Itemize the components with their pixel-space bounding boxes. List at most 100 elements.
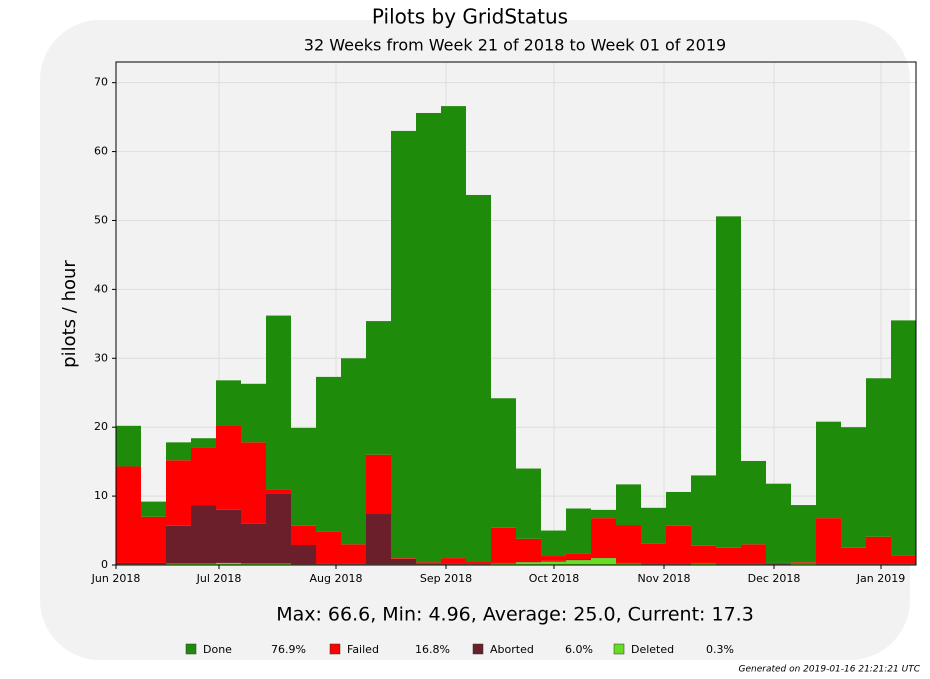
y-tick-label: 20 bbox=[94, 420, 108, 433]
bar-segment bbox=[641, 543, 666, 564]
bar-segment bbox=[116, 425, 141, 467]
bar-segment bbox=[341, 358, 366, 545]
bar-segment bbox=[141, 516, 166, 563]
y-tick-label: 30 bbox=[94, 351, 108, 364]
bar-segment bbox=[866, 378, 891, 537]
bar-segment bbox=[266, 489, 291, 494]
bar-segment bbox=[841, 563, 866, 565]
bar-segment bbox=[366, 514, 391, 565]
legend-share: 16.8% bbox=[415, 643, 450, 656]
bar-segment bbox=[166, 563, 191, 565]
bar-segment bbox=[716, 563, 741, 565]
bar-segment bbox=[766, 483, 791, 563]
x-tick-label: Jan 2019 bbox=[856, 572, 905, 585]
bar-segment bbox=[541, 556, 566, 561]
legend-swatch bbox=[472, 643, 484, 655]
bar-segment bbox=[241, 523, 266, 564]
bar-segment bbox=[616, 563, 641, 565]
bar-segment bbox=[441, 106, 466, 559]
bar-segment bbox=[591, 518, 616, 558]
bar-segment bbox=[566, 559, 591, 561]
bar-segment bbox=[516, 468, 541, 539]
bar-segment bbox=[466, 561, 491, 564]
bar-segment bbox=[266, 315, 291, 490]
bar-segment bbox=[191, 438, 216, 448]
bar-segment bbox=[241, 563, 266, 565]
bar-segment bbox=[316, 376, 341, 532]
bar-segment bbox=[466, 194, 491, 562]
x-tick-label: Jul 2018 bbox=[196, 572, 242, 585]
y-axis-label: pilots / hour bbox=[59, 260, 80, 368]
bar-segment bbox=[691, 475, 716, 546]
bar-segment bbox=[541, 530, 566, 557]
bar-segment bbox=[891, 563, 916, 565]
bar-segment bbox=[366, 321, 391, 455]
bar-segment bbox=[391, 558, 416, 559]
bar-segment bbox=[891, 555, 916, 564]
bar-segment bbox=[766, 562, 791, 564]
bar-segment bbox=[166, 460, 191, 526]
bar-segment bbox=[166, 525, 191, 564]
bar-segment bbox=[691, 562, 716, 564]
bar-segment bbox=[616, 525, 641, 563]
bar-segment bbox=[566, 560, 591, 565]
x-tick-label: Aug 2018 bbox=[310, 572, 363, 585]
bar-segment bbox=[266, 563, 291, 565]
chart-subtitle: 32 Weeks from Week 21 of 2018 to Week 01… bbox=[304, 36, 726, 55]
x-tick-label: Dec 2018 bbox=[748, 572, 801, 585]
bar-segment bbox=[416, 112, 441, 563]
legend-label: Deleted bbox=[631, 643, 674, 656]
chart-title: Pilots by GridStatus bbox=[372, 5, 568, 29]
bar-segment bbox=[466, 563, 491, 565]
bar-segment bbox=[691, 545, 716, 563]
bar-segment bbox=[866, 563, 891, 565]
bar-segment bbox=[841, 427, 866, 548]
legend-swatch bbox=[613, 643, 625, 655]
bar-segment bbox=[141, 501, 166, 517]
bar-segment bbox=[291, 525, 316, 546]
legend-label: Aborted bbox=[490, 643, 534, 656]
bar-segment bbox=[516, 562, 541, 565]
bar-segment bbox=[741, 460, 766, 545]
legend-swatch bbox=[329, 643, 341, 655]
bar-segment bbox=[541, 561, 566, 565]
legend-share: 0.3% bbox=[706, 643, 734, 656]
legend-swatch bbox=[185, 643, 197, 655]
bar-segment bbox=[366, 454, 391, 515]
y-tick-label: 60 bbox=[94, 145, 108, 158]
bar-segment bbox=[141, 562, 166, 565]
x-tick-label: Nov 2018 bbox=[638, 572, 691, 585]
bar-segment bbox=[216, 425, 241, 510]
bar-segment bbox=[566, 508, 591, 554]
y-tick-label: 50 bbox=[94, 213, 108, 226]
bar-segment bbox=[116, 466, 141, 563]
bar-segment bbox=[716, 216, 741, 548]
bar-segment bbox=[216, 380, 241, 426]
bar-segment bbox=[591, 509, 616, 519]
y-tick-label: 0 bbox=[101, 558, 108, 571]
bar-segment bbox=[191, 447, 216, 506]
bar-segment bbox=[566, 553, 591, 560]
bar-segment bbox=[166, 442, 191, 461]
bar-segment bbox=[316, 531, 341, 564]
bar-segment bbox=[391, 558, 416, 565]
bar-segment bbox=[691, 563, 716, 565]
bar-segment bbox=[791, 562, 816, 563]
bar-segment bbox=[866, 536, 891, 564]
bar-segment bbox=[516, 538, 541, 562]
bar-segment bbox=[241, 442, 266, 524]
x-tick-label: Sep 2018 bbox=[420, 572, 472, 585]
bar-segment bbox=[491, 563, 516, 565]
bar-segment bbox=[666, 491, 691, 526]
bar-segment bbox=[416, 562, 441, 564]
bar-segment bbox=[116, 562, 141, 565]
bar-segment bbox=[191, 563, 216, 565]
bar-segment bbox=[891, 320, 916, 556]
bar-segment bbox=[816, 518, 841, 564]
y-tick-label: 10 bbox=[94, 489, 108, 502]
bar-segment bbox=[291, 545, 316, 565]
bar-segment bbox=[591, 558, 616, 565]
bar-segment bbox=[216, 509, 241, 563]
bar-segment bbox=[791, 562, 816, 564]
